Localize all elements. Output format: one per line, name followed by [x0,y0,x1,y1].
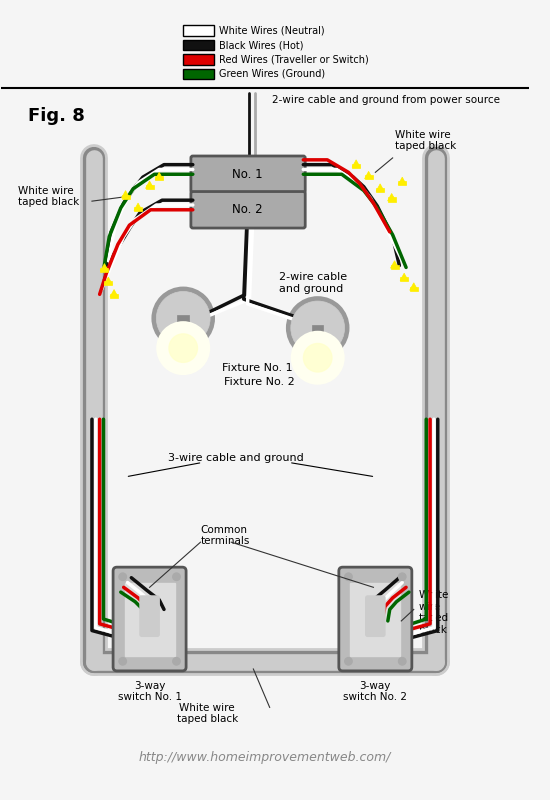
Bar [400,278,408,282]
FancyBboxPatch shape [113,567,186,671]
Text: Fixture No. 1: Fixture No. 1 [222,363,292,374]
Polygon shape [388,194,395,201]
Text: White wire
taped black: White wire taped black [18,186,79,207]
FancyBboxPatch shape [366,596,385,636]
FancyBboxPatch shape [191,191,305,228]
FancyBboxPatch shape [191,156,305,193]
Text: 3-wire cable and ground: 3-wire cable and ground [168,453,304,463]
Circle shape [169,334,197,362]
Bar [183,40,214,50]
Bar [155,176,163,181]
Circle shape [156,291,210,346]
Circle shape [173,573,180,581]
Text: 2-wire cable and ground from power source: 2-wire cable and ground from power sourc… [272,95,499,106]
Bar [183,54,214,65]
Circle shape [152,288,214,349]
Bar [104,281,112,285]
Bar [101,268,108,272]
Circle shape [345,658,353,665]
Bar [125,582,174,655]
Text: Black Wires (Hot): Black Wires (Hot) [219,40,303,50]
Bar [183,69,214,79]
Bar [410,287,418,291]
Polygon shape [410,283,418,290]
Text: 2-wire cable
and ground: 2-wire cable and ground [279,272,348,294]
Bar [388,198,395,202]
Text: White wire
taped black: White wire taped black [177,702,238,724]
Circle shape [291,301,345,355]
Text: 3-way
switch No. 1: 3-way switch No. 1 [118,681,182,702]
Polygon shape [104,277,112,285]
Text: No. 1: No. 1 [232,168,263,181]
Polygon shape [155,172,163,180]
Circle shape [157,322,209,374]
Polygon shape [101,263,108,271]
Text: http://www.homeimprovementweb.com/: http://www.homeimprovementweb.com/ [139,751,391,764]
Polygon shape [390,261,399,268]
Circle shape [398,658,406,665]
Text: Fig. 8: Fig. 8 [28,107,85,125]
Bar [376,188,384,192]
Circle shape [173,658,180,665]
FancyBboxPatch shape [140,596,159,636]
Polygon shape [398,177,406,185]
Bar [110,294,118,298]
Text: Fixture No. 2: Fixture No. 2 [223,377,294,387]
Text: Red Wires (Traveller or Switch): Red Wires (Traveller or Switch) [219,54,368,65]
Bar [122,194,130,198]
Circle shape [119,658,126,665]
Polygon shape [365,171,373,178]
Polygon shape [146,181,153,188]
Text: White Wires (Neutral): White Wires (Neutral) [219,26,324,36]
Polygon shape [376,184,384,191]
Polygon shape [122,190,130,198]
Text: 3-way
switch No. 2: 3-way switch No. 2 [343,681,408,702]
Bar [352,164,360,168]
Polygon shape [110,290,118,297]
Bar [398,181,406,186]
Bar [365,175,373,179]
Circle shape [287,298,349,358]
Circle shape [345,573,353,581]
Bar [312,325,323,337]
Polygon shape [352,160,360,167]
Circle shape [292,332,344,384]
Bar [390,265,399,269]
Bar [350,582,400,655]
Circle shape [119,573,126,581]
Text: Green Wires (Ground): Green Wires (Ground) [219,69,325,79]
Polygon shape [400,273,408,281]
Text: No. 2: No. 2 [232,203,263,216]
FancyBboxPatch shape [339,567,412,671]
Text: Common
terminals: Common terminals [201,525,250,546]
Polygon shape [134,203,142,210]
Circle shape [304,343,332,372]
Bar [146,185,153,189]
Bar [183,26,214,36]
Bar [134,207,142,211]
Circle shape [398,573,406,581]
Text: White
wire
taped
black: White wire taped black [419,590,449,635]
Text: White wire
taped black: White wire taped black [394,130,456,151]
Bar [178,315,189,327]
